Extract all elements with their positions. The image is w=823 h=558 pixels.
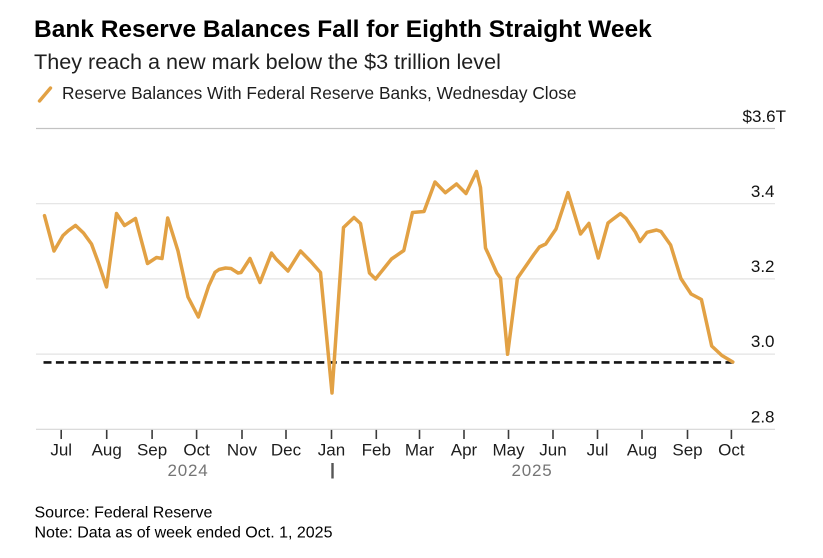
svg-text:Oct: Oct — [718, 441, 745, 460]
svg-text:Feb: Feb — [362, 441, 391, 460]
svg-text:Jan: Jan — [318, 441, 345, 460]
svg-text:Source: Federal Reserve: Source: Federal Reserve — [35, 505, 213, 522]
svg-text:3.4: 3.4 — [751, 182, 775, 201]
svg-text:Nov: Nov — [227, 441, 258, 460]
svg-text:Bank Reserve Balances Fall for: Bank Reserve Balances Fall for Eighth St… — [34, 16, 652, 43]
svg-text:3.2: 3.2 — [751, 257, 775, 276]
svg-text:Sep: Sep — [672, 441, 702, 460]
svg-text:Aug: Aug — [627, 441, 657, 460]
svg-text:$3.6T: $3.6T — [743, 107, 786, 126]
svg-text:2025: 2025 — [511, 461, 552, 480]
svg-text:Reserve Balances With Federal: Reserve Balances With Federal Reserve Ba… — [62, 83, 577, 103]
svg-text:Dec: Dec — [271, 441, 302, 460]
svg-text:2024: 2024 — [167, 461, 208, 480]
svg-text:May: May — [492, 441, 525, 460]
svg-text:Jul: Jul — [50, 441, 72, 460]
svg-text:2.8: 2.8 — [751, 407, 775, 426]
svg-text:Apr: Apr — [451, 441, 478, 460]
svg-text:Note: Data as of week ended Oc: Note: Data as of week ended Oct. 1, 2025 — [35, 524, 333, 541]
svg-text:3.0: 3.0 — [751, 332, 775, 351]
svg-text:They reach a new mark below th: They reach a new mark below the $3 trill… — [34, 49, 501, 74]
svg-text:Sep: Sep — [137, 441, 167, 460]
svg-text:Oct: Oct — [183, 441, 210, 460]
svg-text:Mar: Mar — [405, 441, 435, 460]
svg-text:Jul: Jul — [587, 441, 609, 460]
svg-text:Aug: Aug — [92, 441, 122, 460]
svg-text:Jun: Jun — [539, 441, 566, 460]
